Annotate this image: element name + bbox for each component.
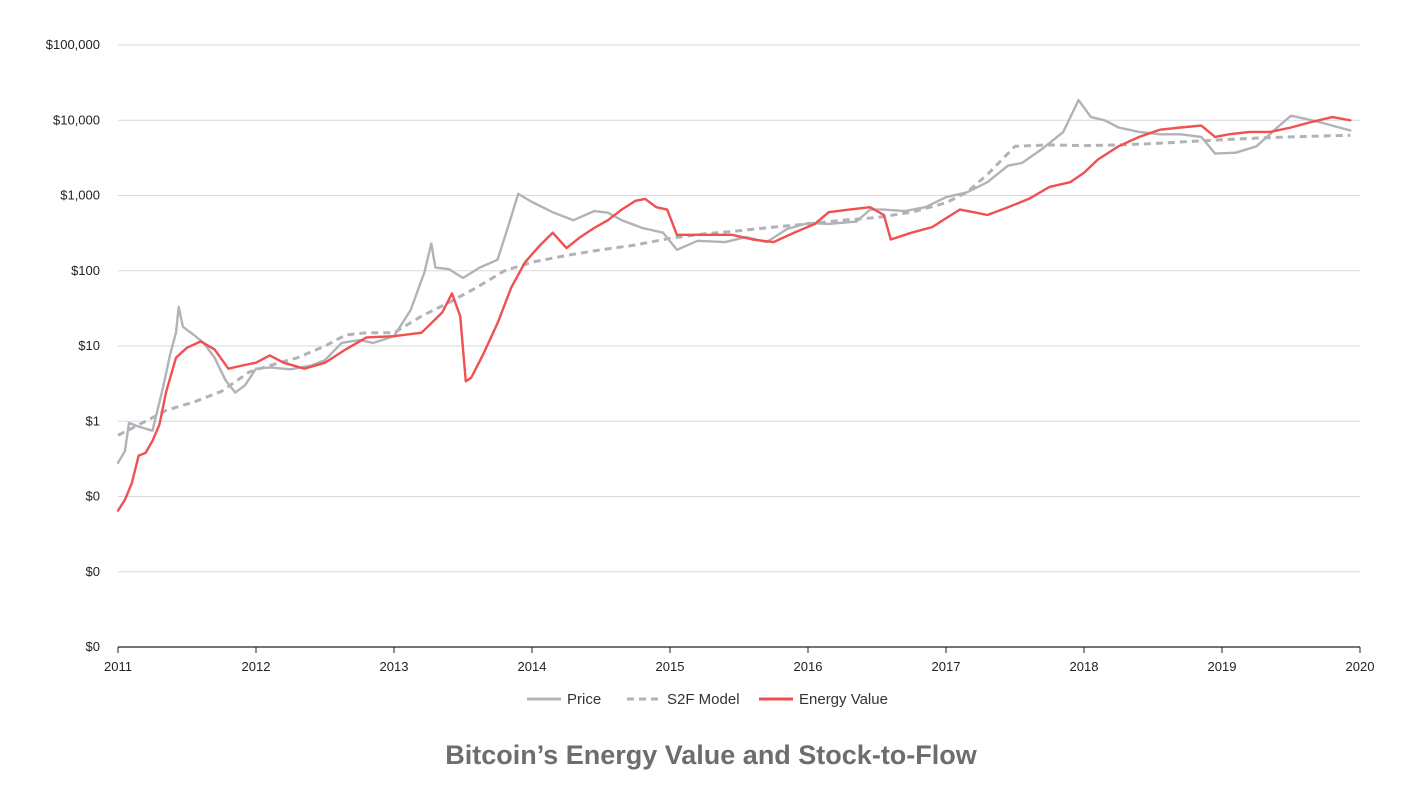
chart-plot: $100,000 $10,000 $1,000 $100 $10 $1 $0 $0 $0 201… <box>46 37 1375 708</box>
x-tick-label: 2012 <box>242 659 271 674</box>
x-tick-label: 2015 <box>656 659 685 674</box>
gridlines <box>118 44 1360 573</box>
y-tick-label: $10,000 <box>53 112 100 127</box>
y-tick-label: $1,000 <box>60 188 100 203</box>
x-tick-label: 2014 <box>518 659 547 674</box>
legend-label: S2F Model <box>667 691 740 708</box>
series-line-price <box>116 98 1352 465</box>
x-tick-label: 2018 <box>1070 659 1099 674</box>
legend-label: Energy Value <box>799 691 888 708</box>
series-line-energy-value <box>116 115 1352 512</box>
x-tick-label: 2013 <box>380 659 409 674</box>
y-tick-label: $100 <box>71 263 100 278</box>
x-tick-label: 2016 <box>794 659 823 674</box>
legend-label: Price <box>567 691 601 708</box>
y-tick-label: $0 <box>86 564 100 579</box>
y-tick-label: $1 <box>86 413 100 428</box>
y-tick-label: $0 <box>86 489 100 504</box>
series-lines <box>116 98 1352 512</box>
y-tick-label: $100,000 <box>46 37 100 52</box>
x-tick-label: 2019 <box>1208 659 1237 674</box>
legend: Price S2F Model Energy Value <box>527 691 888 708</box>
chart-title: Bitcoin’s Energy Value and Stock-to-Flow <box>445 740 977 770</box>
x-axis: 2011 2012 2013 2014 2015 2016 2017 2018 2019 2020 <box>104 646 1375 674</box>
y-tick-label: $10 <box>78 338 100 353</box>
y-axis-ticks: $100,000 $10,000 $1,000 $100 $10 $1 $0 $0 $0 <box>46 37 100 654</box>
x-tick-label: 2020 <box>1346 659 1375 674</box>
y-tick-label: $0 <box>86 639 100 654</box>
x-tick-label: 2011 <box>104 659 132 674</box>
x-tick-label: 2017 <box>932 659 961 674</box>
series-line-s2f-model <box>117 133 1351 437</box>
